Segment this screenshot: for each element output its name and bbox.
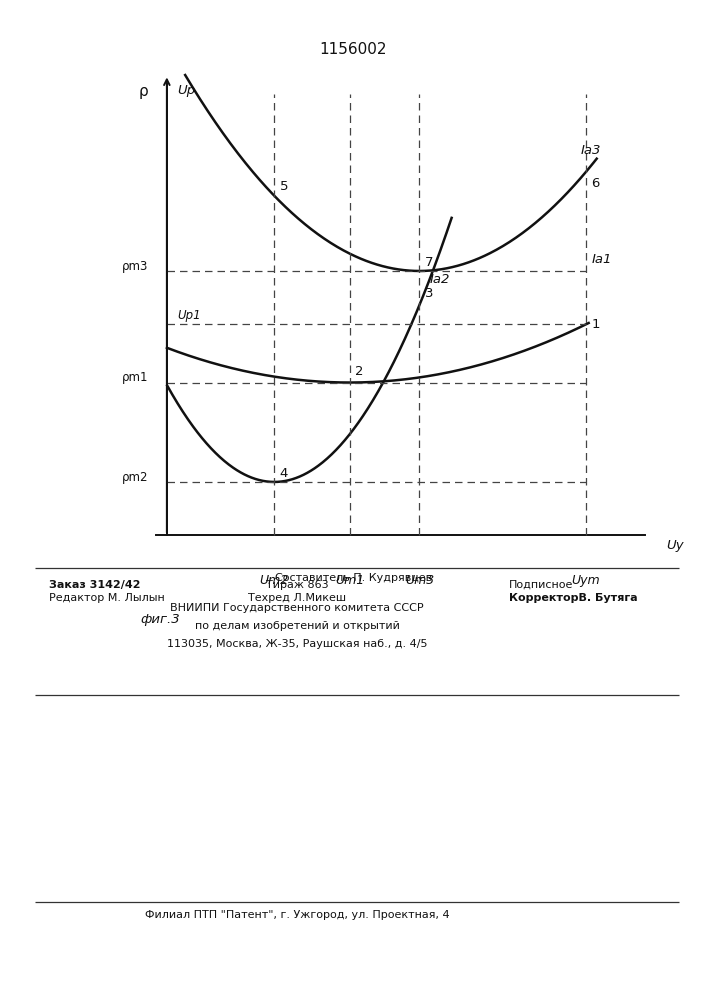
Text: Uр1: Uр1 xyxy=(177,309,201,322)
Text: 2: 2 xyxy=(355,365,363,378)
Text: ВНИИПИ Государственного комитета СССР: ВНИИПИ Государственного комитета СССР xyxy=(170,603,423,613)
Text: Заказ 3142/42: Заказ 3142/42 xyxy=(49,580,141,590)
Text: ρm2: ρm2 xyxy=(122,471,148,484)
Text: Ia1: Ia1 xyxy=(591,253,612,266)
Text: Uym: Uym xyxy=(572,574,600,587)
Text: 4: 4 xyxy=(280,467,288,480)
Text: 5: 5 xyxy=(280,180,288,193)
Text: 1156002: 1156002 xyxy=(320,42,387,57)
Text: фиг.3: фиг.3 xyxy=(140,613,180,626)
Text: Подписное: Подписное xyxy=(509,580,573,590)
Text: Ia3: Ia3 xyxy=(580,144,601,157)
Text: по делам изобретений и открытий: по делам изобретений и открытий xyxy=(194,621,399,631)
Text: Uy: Uy xyxy=(667,538,684,552)
Text: Составитель П. Кудрявцев: Составитель П. Кудрявцев xyxy=(275,573,432,583)
Text: Техред Л.Микеш: Техред Л.Микеш xyxy=(248,593,346,603)
Text: 6: 6 xyxy=(591,177,600,190)
Text: ρm3: ρm3 xyxy=(122,260,148,273)
Text: Филиал ПТП "Патент", г. Ужгород, ул. Проектная, 4: Филиал ПТП "Патент", г. Ужгород, ул. Про… xyxy=(145,910,449,920)
Text: 1: 1 xyxy=(591,318,600,331)
Text: Up: Up xyxy=(177,84,196,97)
Text: Редактор М. Лылын: Редактор М. Лылын xyxy=(49,593,165,603)
Text: 3: 3 xyxy=(425,287,433,300)
Text: Ia2: Ia2 xyxy=(430,273,450,286)
Text: КорректорВ. Бутяга: КорректорВ. Бутяга xyxy=(509,593,638,603)
Text: 113035, Москва, Ж-35, Раушская наб., д. 4/5: 113035, Москва, Ж-35, Раушская наб., д. … xyxy=(167,639,427,649)
Text: 7: 7 xyxy=(425,256,433,269)
Text: ρ: ρ xyxy=(139,84,148,99)
Text: ρm1: ρm1 xyxy=(122,371,148,384)
Text: Um3: Um3 xyxy=(405,574,434,587)
Text: Тираж 863: Тираж 863 xyxy=(266,580,328,590)
Text: Um1: Um1 xyxy=(335,574,364,587)
Text: Um2: Um2 xyxy=(259,574,289,587)
